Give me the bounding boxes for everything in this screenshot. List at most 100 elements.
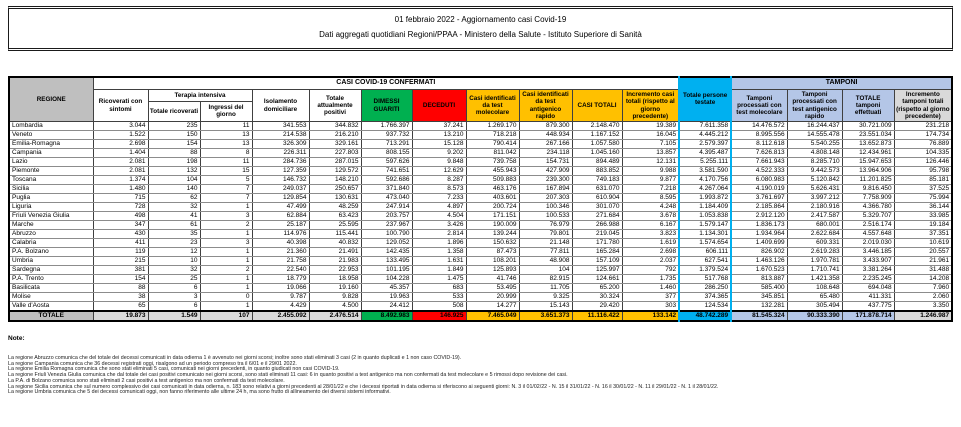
data-cell: 8 bbox=[199, 148, 253, 159]
data-cell: 157.109 bbox=[571, 256, 623, 267]
data-cell: 82.915 bbox=[518, 274, 573, 285]
data-cell: 2.579.397 bbox=[678, 139, 733, 150]
data-cell: 9.988 bbox=[621, 166, 680, 177]
table-row: Umbria 215 10 1 21.758 21.983 133.495 1.631 108.… bbox=[8, 256, 953, 267]
data-cell: 21.961 bbox=[893, 256, 953, 267]
data-cell: 4.897 bbox=[411, 202, 467, 213]
data-cell: 62 bbox=[147, 193, 201, 204]
data-cell: 463.176 bbox=[465, 184, 520, 195]
data-cell: 11.116.422 bbox=[571, 310, 623, 322]
group-header-casi-confermati: CASI COVID-19 CONFERMATI bbox=[92, 76, 680, 91]
data-cell: 32 bbox=[147, 202, 201, 213]
data-cell: 7.233 bbox=[411, 193, 467, 204]
column-header-dimessi-guariti: DIMESSI GUARITI bbox=[360, 89, 413, 123]
data-cell: 680.001 bbox=[786, 220, 843, 231]
data-cell: 2.912.120 bbox=[730, 211, 788, 222]
table-row: Lazio 2.081 198 11 284.736 287.015 597.626 9.84… bbox=[8, 157, 953, 168]
data-cell: 1.269.170 bbox=[465, 121, 520, 132]
data-cell: 7 bbox=[199, 184, 253, 195]
data-cell: 11.201.825 bbox=[841, 175, 895, 186]
data-cell: 22.540 bbox=[251, 265, 310, 276]
data-cell: 609.331 bbox=[786, 238, 843, 249]
data-cell: 37.525 bbox=[893, 184, 953, 195]
data-cell: 20.999 bbox=[465, 292, 520, 303]
data-cell: 377 bbox=[621, 292, 680, 303]
data-cell: 104.335 bbox=[893, 148, 953, 159]
data-cell: 1.896 bbox=[411, 238, 467, 249]
total-row: TOTALE 19.873 1.549 107 2.455.092 2.476.514 8.… bbox=[8, 310, 953, 322]
note-item: La regione Friuli Venezia Giulia comunic… bbox=[8, 372, 568, 379]
report-subtitle: Dati aggregati quotidiani Regioni/PPAA -… bbox=[319, 29, 642, 39]
data-cell: 2.698 bbox=[92, 139, 149, 150]
data-cell: 894.489 bbox=[571, 157, 623, 168]
data-cell: 16.244.437 bbox=[786, 121, 843, 132]
data-cell: 13.652.873 bbox=[841, 139, 895, 150]
data-cell: 371.840 bbox=[360, 184, 413, 195]
data-cell: 16.045 bbox=[621, 130, 680, 141]
data-cell: 107 bbox=[199, 310, 253, 322]
region-name-cell: Piemonte bbox=[8, 166, 94, 177]
data-cell: 13.857 bbox=[621, 148, 680, 159]
data-cell: 631.070 bbox=[571, 184, 623, 195]
column-header-deceduti: DECEDUTI bbox=[411, 89, 467, 123]
data-cell: 124.661 bbox=[571, 274, 623, 285]
column-header-totale-attualmente-positivi: Totale attualmente positivi bbox=[308, 89, 362, 123]
data-cell: 4.808.148 bbox=[786, 148, 843, 159]
data-cell: 2.037 bbox=[621, 256, 680, 267]
data-cell: 3.761.697 bbox=[730, 193, 788, 204]
data-cell: 29.420 bbox=[571, 301, 623, 312]
data-cell: 104 bbox=[147, 175, 201, 186]
data-cell: 4.557.648 bbox=[841, 229, 895, 240]
note-item: La regione Abruzzo comunica che del tota… bbox=[8, 355, 462, 362]
data-cell: 374.365 bbox=[678, 292, 733, 303]
data-cell: 411.331 bbox=[841, 292, 895, 303]
region-name-cell: Emilia-Romagna bbox=[8, 139, 94, 150]
note-item: La regione Campania comunica che 36 dece… bbox=[8, 360, 297, 367]
table-body: Lombardia 3.044 235 11 341.553 344.832 1.766.3… bbox=[8, 121, 953, 322]
data-cell: 3 bbox=[147, 292, 201, 303]
data-cell: 198 bbox=[147, 157, 201, 168]
data-cell: 8.573 bbox=[411, 184, 467, 195]
data-cell: 517.768 bbox=[678, 274, 733, 285]
data-cell: 19.963 bbox=[360, 292, 413, 303]
data-cell: 718.218 bbox=[465, 130, 520, 141]
data-cell: 1 bbox=[199, 283, 253, 294]
data-cell: 1 bbox=[199, 301, 253, 312]
data-cell: 14.476.572 bbox=[730, 121, 788, 132]
table-row: Sicilia 1.480 140 7 249.037 250.657 371.840 8.5… bbox=[8, 184, 953, 195]
data-cell: 1.053.838 bbox=[678, 211, 733, 222]
group-header-terapia-intensiva: Terapia intensiva bbox=[147, 89, 253, 102]
data-cell: 207.303 bbox=[518, 193, 573, 204]
data-cell: 508 bbox=[411, 301, 467, 312]
data-cell: 214.538 bbox=[251, 130, 310, 141]
data-cell: 9.442.573 bbox=[786, 166, 843, 177]
data-cell: 8.995.556 bbox=[730, 130, 788, 141]
data-cell: 1.970.781 bbox=[786, 256, 843, 267]
data-cell: 167.894 bbox=[518, 184, 573, 195]
data-cell: 171.151 bbox=[465, 211, 520, 222]
data-cell: 114.976 bbox=[251, 229, 310, 240]
data-cell: 1.619 bbox=[621, 238, 680, 249]
data-cell: 1.934.964 bbox=[730, 229, 788, 240]
region-name-cell: Lazio bbox=[8, 157, 94, 168]
data-cell: 879.300 bbox=[518, 121, 573, 132]
data-cell: 3.350 bbox=[893, 301, 953, 312]
data-cell: 171.878.714 bbox=[841, 310, 895, 322]
data-cell: 13 bbox=[199, 130, 253, 141]
data-cell: 231.218 bbox=[893, 121, 953, 132]
column-header-tamponi-antigenico: Tamponi processati con test antigenico r… bbox=[786, 89, 843, 123]
data-cell: 592.686 bbox=[360, 175, 413, 186]
data-cell: 5.329.707 bbox=[841, 211, 895, 222]
data-cell: 1.184.409 bbox=[678, 202, 733, 213]
data-cell: 129.052 bbox=[360, 238, 413, 249]
data-cell: 7.611.358 bbox=[678, 121, 733, 132]
data-cell: 1.409.699 bbox=[730, 238, 788, 249]
data-cell: 101.195 bbox=[360, 265, 413, 276]
data-cell: 8.287 bbox=[411, 175, 467, 186]
data-cell: 12 bbox=[147, 247, 201, 258]
data-cell: 1.480 bbox=[92, 184, 149, 195]
data-cell: 9.787 bbox=[251, 292, 310, 303]
region-name-cell: P.A. Bolzano bbox=[8, 247, 94, 258]
report-date-title: 01 febbraio 2022 - Aggiornamento casi Co… bbox=[394, 15, 567, 24]
column-header-casi-test-antigenico: Casi identificati da test antigenico rap… bbox=[518, 89, 573, 123]
